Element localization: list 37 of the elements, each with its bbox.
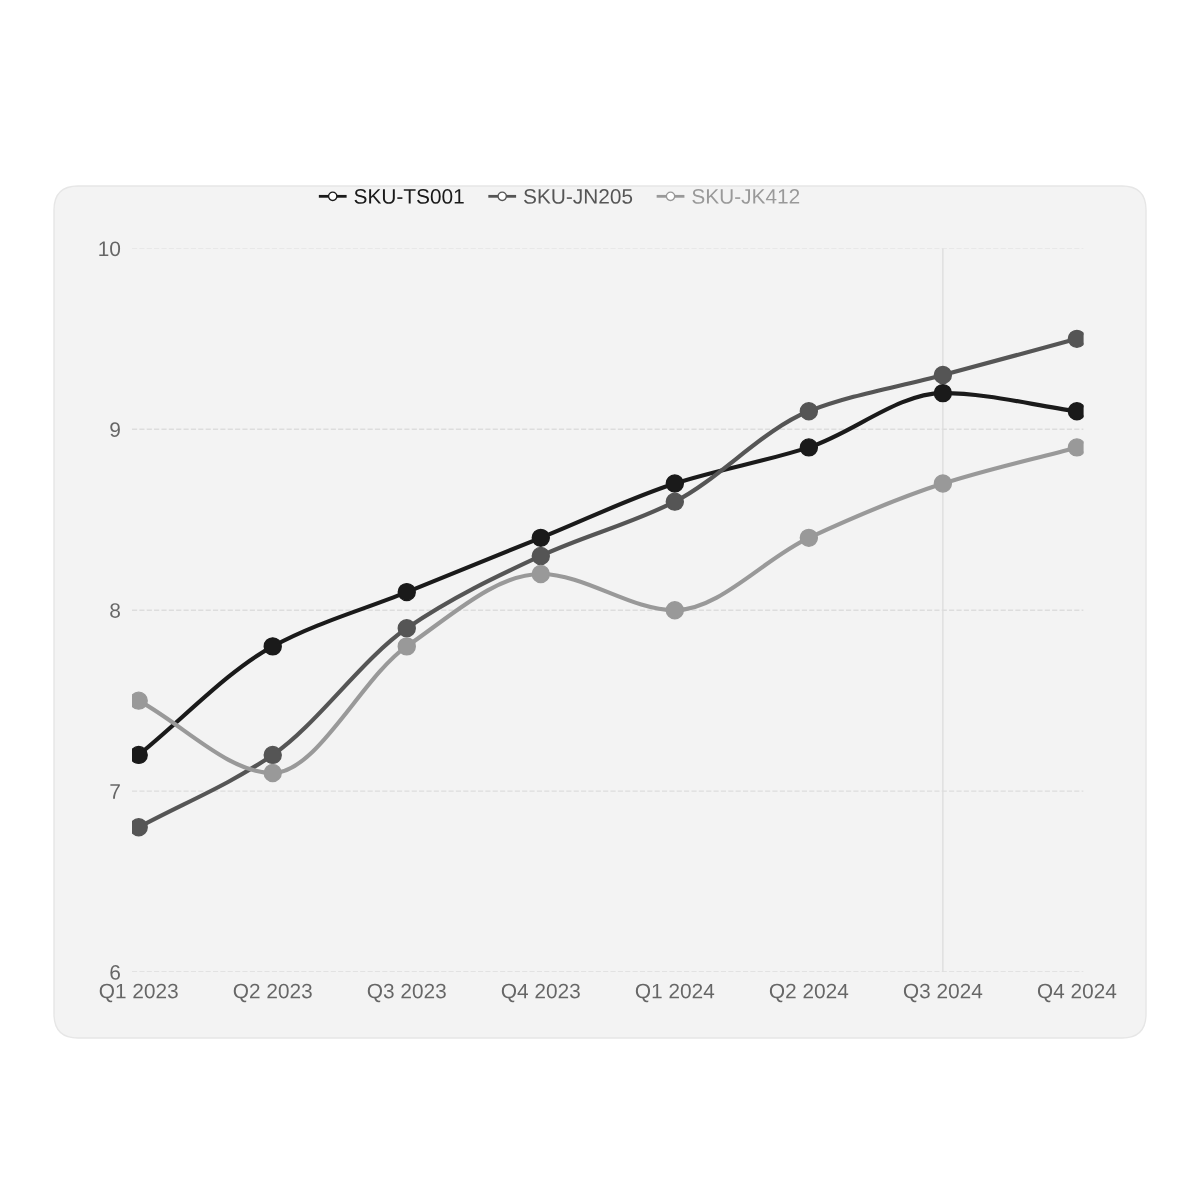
point [263, 637, 282, 656]
x-tick-label: Q3 2023 [367, 983, 446, 1003]
point [665, 492, 685, 511]
y-tick-label: 6 [110, 965, 120, 980]
point [799, 528, 819, 548]
point [531, 564, 550, 584]
point [1067, 402, 1084, 421]
legend-label: SKU-JK412 [692, 189, 800, 204]
point [397, 637, 416, 656]
point [531, 546, 550, 566]
x-tick-label: Q4 2024 [1037, 983, 1117, 1003]
point [263, 745, 282, 765]
point [263, 763, 282, 783]
x-tick-label: Q1 2023 [99, 983, 178, 1003]
point [665, 474, 685, 493]
point [933, 383, 953, 403]
x-tick-label: Q3 2024 [903, 983, 983, 1003]
point [665, 600, 685, 620]
y-tick-label: 9 [110, 422, 120, 438]
legend-label: SKU-TS001 [354, 189, 464, 204]
x-tick-label: Q4 2023 [501, 983, 580, 1003]
y-tick-label: 8 [110, 603, 120, 618]
point [397, 619, 416, 638]
x-tick-label: Q2 2024 [769, 983, 849, 1003]
y-tick-label: 10 [99, 241, 121, 257]
x-tick-label: Q1 2024 [635, 983, 715, 1003]
point [397, 582, 416, 602]
x-tick-label: Q2 2023 [233, 983, 312, 1003]
point [933, 365, 953, 385]
point [799, 402, 819, 421]
point [1067, 438, 1084, 457]
y-tick-label: 7 [110, 784, 120, 799]
point [799, 438, 819, 457]
legend-label: SKU-JN205 [523, 189, 633, 204]
point [531, 528, 550, 548]
point [933, 474, 953, 493]
point [1067, 329, 1084, 349]
